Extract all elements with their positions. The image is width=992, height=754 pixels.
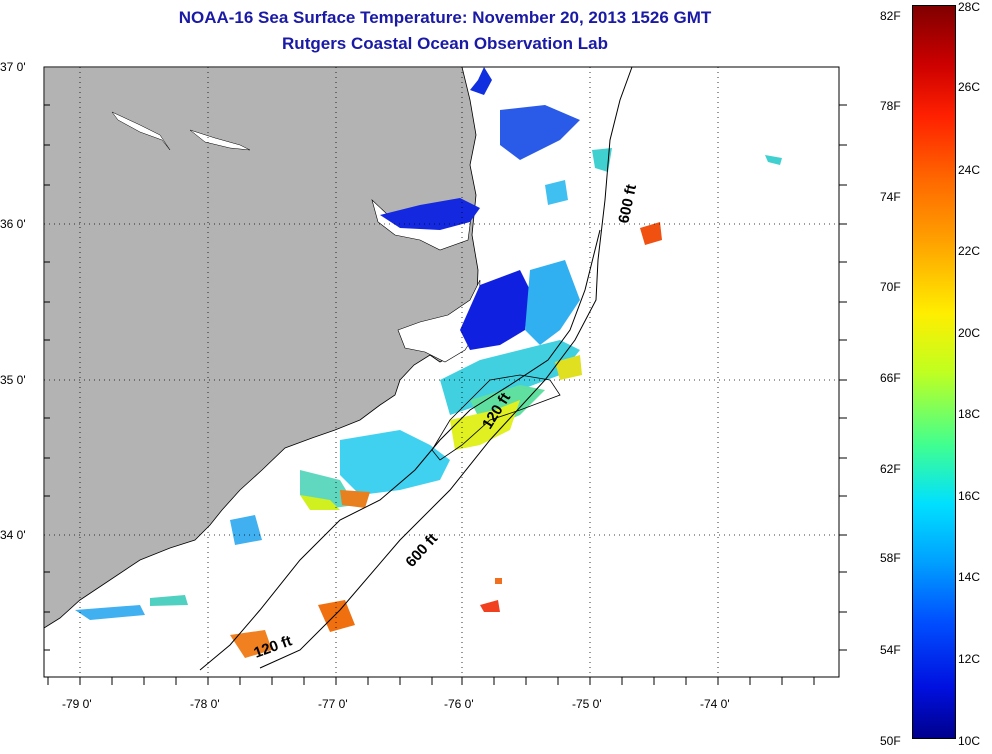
isobath-contour <box>199 229 601 671</box>
colorbar-f-label: 70F <box>880 280 901 294</box>
isobath-contour <box>259 66 633 669</box>
axis-ticks <box>44 104 847 685</box>
colorbar-f-label: 82F <box>880 9 901 23</box>
lon-label: -77 0' <box>318 697 348 711</box>
colorbar-c-label: 16C <box>958 489 981 503</box>
river-water <box>111 111 171 151</box>
colorbar-c-label: 14C <box>958 570 981 584</box>
lon-label: -75 0' <box>572 697 602 711</box>
colorbar-c-label: 26C <box>958 80 981 94</box>
colorbar-c-label: 24C <box>958 163 981 177</box>
river-water <box>189 129 251 151</box>
colorbar-c-label: 28C <box>958 0 981 14</box>
lon-label: -79 0' <box>62 697 92 711</box>
lat-label: 35 0' <box>0 373 26 387</box>
map-title: NOAA-16 Sea Surface Temperature: Novembe… <box>178 8 712 27</box>
land-area <box>43 66 479 629</box>
colorbar-c-label: 12C <box>958 652 981 666</box>
lat-label: 34 0' <box>0 528 26 542</box>
colorbar-c-label: 22C <box>958 244 981 258</box>
colorbar-f-label: 78F <box>880 99 901 113</box>
isobath-contour <box>431 374 561 461</box>
lon-label: -76 0' <box>444 697 474 711</box>
lon-label: -74 0' <box>700 697 730 711</box>
colorbar-f-label: 74F <box>880 190 901 204</box>
colorbar-f-label: 66F <box>880 371 901 385</box>
lat-label: 37 0' <box>0 60 26 74</box>
temperature-colorbar <box>912 5 956 739</box>
colorbar-c-label: 10C <box>958 734 981 748</box>
colorbar-f-label: 62F <box>880 462 901 476</box>
graticule <box>44 67 839 677</box>
colorbar-f-label: 58F <box>880 551 901 565</box>
colorbar-c-label: 18C <box>958 407 981 421</box>
sst-overlay <box>75 67 782 658</box>
colorbar-f-label: 50F <box>880 734 901 748</box>
lon-label: -78 0' <box>190 697 220 711</box>
colorbar-f-label: 54F <box>880 643 901 657</box>
map-subtitle: Rutgers Coastal Ocean Observation Lab <box>282 34 608 53</box>
colorbar-c-label: 20C <box>958 326 981 340</box>
lat-label: 36 0' <box>0 217 26 231</box>
